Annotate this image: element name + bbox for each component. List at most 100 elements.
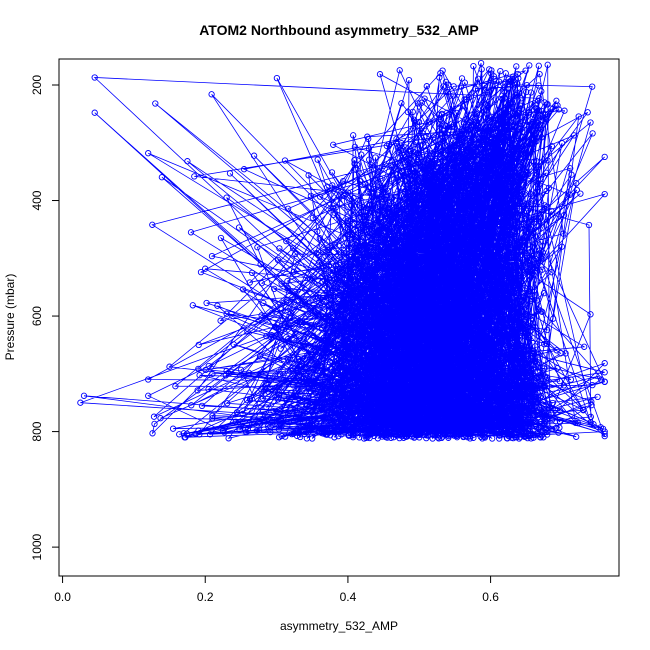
data-point: [331, 241, 339, 248]
data-point: [516, 394, 523, 401]
data-point: [374, 275, 382, 282]
data-point: [601, 190, 608, 198]
data-point: [434, 343, 441, 350]
data-point: [451, 426, 459, 433]
data-point: [509, 103, 516, 110]
data-point: [468, 312, 475, 319]
data-point: [450, 323, 457, 330]
data-point: [476, 308, 483, 315]
data-point: [486, 226, 493, 233]
data-point: [414, 377, 422, 385]
data-point: [387, 311, 394, 318]
data-point: [327, 416, 335, 424]
data-point: [380, 351, 387, 359]
data-point: [454, 231, 462, 238]
data-point: [223, 367, 230, 375]
data-point: [314, 156, 321, 163]
data-point: [397, 355, 404, 362]
data-point: [416, 302, 423, 310]
data-point: [376, 203, 384, 211]
data-point: [448, 420, 455, 427]
data-point: [450, 154, 457, 161]
data-point: [523, 81, 531, 89]
data-point: [460, 119, 467, 126]
data-point: [464, 225, 472, 232]
data-point: [404, 330, 412, 338]
data-point: [430, 134, 437, 141]
data-point: [373, 295, 380, 302]
data-point: [415, 192, 422, 199]
data-point: [567, 376, 575, 383]
data-point: [319, 273, 326, 280]
data-point: [519, 128, 526, 136]
data-point: [514, 137, 521, 145]
data-point: [344, 189, 352, 196]
data-point: [195, 365, 202, 373]
data-point: [497, 311, 504, 318]
x-axis-label: asymmetry_532_AMP: [280, 619, 398, 633]
data-point: [525, 223, 532, 231]
data-point: [209, 370, 216, 377]
data-point: [415, 118, 423, 126]
data-point: [560, 382, 568, 389]
data-point: [348, 202, 355, 209]
data-point: [246, 279, 253, 286]
data-point: [459, 102, 467, 110]
data-point: [505, 102, 512, 109]
data-point: [195, 341, 202, 349]
data-point: [412, 193, 419, 200]
data-point: [469, 293, 476, 301]
data-point: [507, 324, 514, 331]
data-point: [536, 124, 543, 131]
data-point: [478, 365, 486, 372]
data-point: [371, 280, 379, 287]
data-point: [307, 276, 314, 283]
data-point: [535, 351, 542, 358]
data-point: [268, 332, 275, 339]
data-point: [389, 311, 396, 318]
data-point: [351, 317, 359, 324]
data-point: [507, 78, 515, 85]
data-point: [540, 290, 548, 297]
data-point: [275, 421, 282, 429]
data-point: [473, 390, 480, 397]
data-point: [414, 150, 421, 157]
data-point: [541, 421, 548, 428]
data-point: [601, 428, 608, 435]
data-point: [236, 426, 243, 433]
data-point: [149, 430, 156, 437]
data-point: [587, 311, 594, 318]
data-point: [439, 433, 446, 440]
data-point: [329, 271, 337, 279]
data-point: [370, 358, 377, 365]
data-point: [487, 301, 494, 308]
data-point: [330, 328, 338, 336]
data-point: [401, 348, 408, 355]
data-point: [539, 266, 546, 273]
data-point: [535, 374, 542, 381]
data-point: [309, 435, 316, 442]
data-point: [145, 376, 152, 383]
data-point: [538, 134, 545, 141]
data-point: [371, 365, 378, 373]
data-point: [409, 176, 416, 183]
data-point: [366, 285, 373, 292]
data-point: [356, 363, 364, 370]
data-point: [442, 202, 449, 210]
data-point: [400, 318, 408, 325]
data-point: [536, 247, 543, 254]
data-point: [366, 201, 373, 209]
data-point: [447, 165, 454, 172]
data-point: [527, 89, 535, 96]
data-point: [276, 245, 283, 252]
data-point: [377, 321, 384, 328]
data-point: [381, 340, 388, 348]
data-point: [335, 193, 343, 200]
data-point: [498, 179, 505, 186]
data-point: [446, 354, 453, 361]
data-point: [468, 296, 475, 303]
data-point: [445, 187, 452, 195]
data-point: [397, 245, 405, 252]
data-point: [491, 411, 498, 419]
data-point: [527, 369, 535, 376]
